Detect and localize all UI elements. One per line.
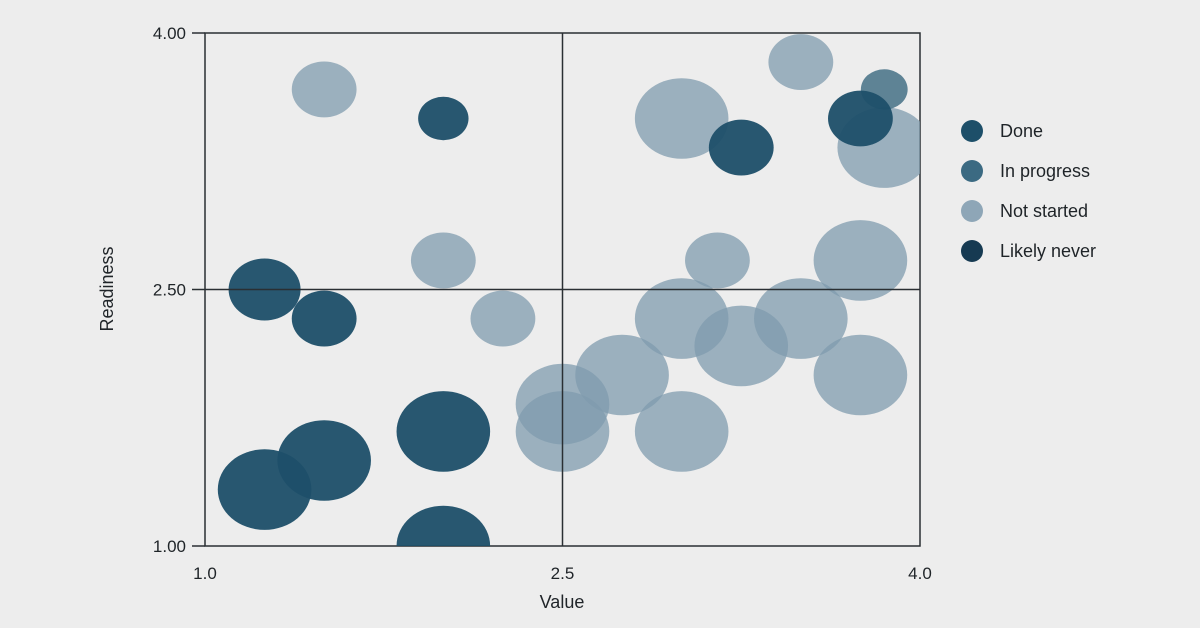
bubble-done bbox=[708, 119, 774, 176]
bubble-not-started bbox=[813, 220, 908, 301]
bubble-not-started bbox=[634, 78, 729, 159]
bubbles-layer bbox=[217, 34, 920, 546]
bubble-done bbox=[418, 96, 469, 141]
bubble-not-started bbox=[291, 61, 357, 118]
x-axis-title: Value bbox=[540, 592, 585, 612]
legend-swatch bbox=[961, 200, 983, 222]
bubble-not-started bbox=[575, 334, 669, 416]
bubble-not-started bbox=[813, 334, 908, 416]
legend-label: In progress bbox=[1000, 161, 1090, 181]
y-axis-ticks: 1.00 2.50 4.00 bbox=[153, 24, 205, 556]
bubble-not-started bbox=[754, 278, 848, 359]
legend-swatch bbox=[961, 120, 983, 142]
x-tick-label: 2.5 bbox=[551, 564, 575, 583]
y-axis-title: Readiness bbox=[97, 246, 117, 331]
bubble-not-started bbox=[634, 391, 729, 472]
bubble-done bbox=[396, 505, 491, 546]
bubble-done bbox=[217, 449, 312, 530]
y-tick-label: 2.50 bbox=[153, 281, 186, 300]
bubble-done bbox=[828, 90, 893, 147]
bubble-not-started bbox=[470, 290, 536, 347]
y-tick-label: 4.00 bbox=[153, 24, 186, 43]
legend-label: Likely never bbox=[1000, 241, 1096, 261]
x-tick-label: 4.0 bbox=[908, 564, 932, 583]
legend-swatch bbox=[961, 160, 983, 182]
x-tick-label: 1.0 bbox=[193, 564, 217, 583]
y-tick-label: 1.00 bbox=[153, 537, 186, 556]
bubble-not-started bbox=[685, 232, 750, 289]
bubble-done bbox=[291, 290, 357, 347]
bubble-not-started bbox=[410, 232, 476, 289]
legend-swatch bbox=[961, 240, 983, 262]
bubble-done bbox=[396, 391, 491, 472]
x-axis-ticks: 1.0 2.5 4.0 bbox=[193, 564, 932, 583]
bubble-not-started bbox=[768, 34, 834, 90]
legend-label: Not started bbox=[1000, 201, 1088, 221]
legend: Done In progress Not started Likely never bbox=[961, 120, 1096, 262]
legend-label: Done bbox=[1000, 121, 1043, 141]
